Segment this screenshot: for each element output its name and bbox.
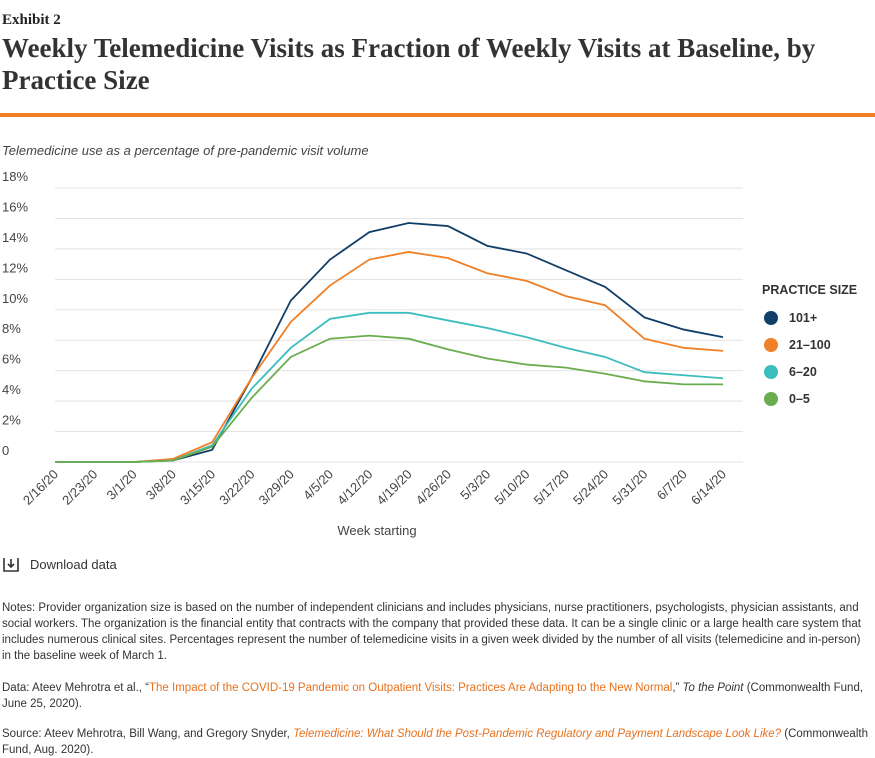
y-tick-label: 6% xyxy=(2,352,21,367)
y-tick-label: 18% xyxy=(2,169,28,184)
y-tick-label: 10% xyxy=(2,291,28,306)
legend-label: 0–5 xyxy=(789,392,810,406)
chart-subtitle: Telemedicine use as a percentage of pre-… xyxy=(2,143,369,158)
legend-title: PRACTICE SIZE xyxy=(762,283,857,297)
source-credit: Source: Ateev Mehrotra, Bill Wang, and G… xyxy=(2,726,870,758)
y-tick-label: 8% xyxy=(2,321,21,336)
title: Weekly Telemedicine Visits as Fraction o… xyxy=(2,33,816,95)
y-tick-label: 2% xyxy=(2,413,21,428)
line xyxy=(55,334,723,463)
x-tick-label: 6/7/20 xyxy=(654,467,690,503)
text: (Commonwealth Fund, June 25, 2020). xyxy=(2,682,864,710)
legend-label: 21–100 xyxy=(789,338,831,352)
x-tick-label: 2/23/20 xyxy=(59,467,100,508)
legend-swatch xyxy=(764,365,778,379)
publication: To the Point xyxy=(682,682,744,694)
notes: Notes: Provider organization size is bas… xyxy=(2,602,861,662)
legend-label: 6–20 xyxy=(789,365,817,379)
x-tick-label: 3/22/20 xyxy=(216,467,257,508)
download-icon xyxy=(3,558,19,572)
x-tick-label: 5/10/20 xyxy=(491,467,532,508)
x-tick-label: 6/14/20 xyxy=(688,467,729,508)
x-tick-label: 3/8/20 xyxy=(143,467,179,503)
download-label: Download data xyxy=(30,556,117,572)
y-tick-label: 4% xyxy=(2,382,21,397)
y-tick-label: 14% xyxy=(2,230,28,245)
x-tick-label: 3/1/20 xyxy=(104,467,140,503)
text: Data: Ateev Mehrotra et al., “ xyxy=(2,682,150,694)
link[interactable]: Telemedicine: What Should the Post-Pande… xyxy=(293,728,782,740)
legend-swatch xyxy=(764,392,778,406)
exhibit-label: Exhibit 2 xyxy=(2,12,61,28)
x-tick-label: 4/26/20 xyxy=(413,467,454,508)
x-tick-label: 2/16/20 xyxy=(20,467,61,508)
x-tick-label: 5/31/20 xyxy=(609,467,650,508)
title-rule xyxy=(0,113,875,117)
y-tick-label: 0 xyxy=(2,443,9,458)
line xyxy=(55,222,724,463)
text: ,” xyxy=(672,682,683,694)
y-tick-label: 16% xyxy=(2,199,28,214)
text: (Commonwealth Fund, Aug. 2020). xyxy=(2,728,868,756)
legend-label: 101+ xyxy=(789,311,817,325)
download-button[interactable]: Download data xyxy=(2,555,117,573)
legend-swatch xyxy=(764,338,778,352)
x-tick-label: 5/17/20 xyxy=(531,467,572,508)
link[interactable]: The Impact of the COVID-19 Pandemic on O… xyxy=(149,682,673,694)
line xyxy=(55,251,724,463)
line xyxy=(55,311,724,463)
text: Source: Ateev Mehrotra, Bill Wang, and G… xyxy=(2,728,294,740)
x-tick-label: 3/15/20 xyxy=(177,467,218,508)
legend-swatch xyxy=(764,311,778,325)
x-tick-label: 4/5/20 xyxy=(300,467,336,503)
x-tick-label: 3/29/20 xyxy=(256,467,297,508)
y-tick-label: 12% xyxy=(2,260,28,275)
x-tick-label: 5/3/20 xyxy=(457,467,493,503)
data-credit: Data: Ateev Mehrotra et al., “The Impact… xyxy=(2,680,870,712)
x-tick-label: 4/19/20 xyxy=(373,467,414,508)
x-axis-label: Week starting xyxy=(337,523,416,538)
chart: 02%4%6%8%10%12%14%16%18%2/16/202/23/20 3/… xyxy=(2,169,857,538)
x-tick-label: 5/24/20 xyxy=(570,467,611,508)
x-tick-label: 4/12/20 xyxy=(334,467,375,508)
